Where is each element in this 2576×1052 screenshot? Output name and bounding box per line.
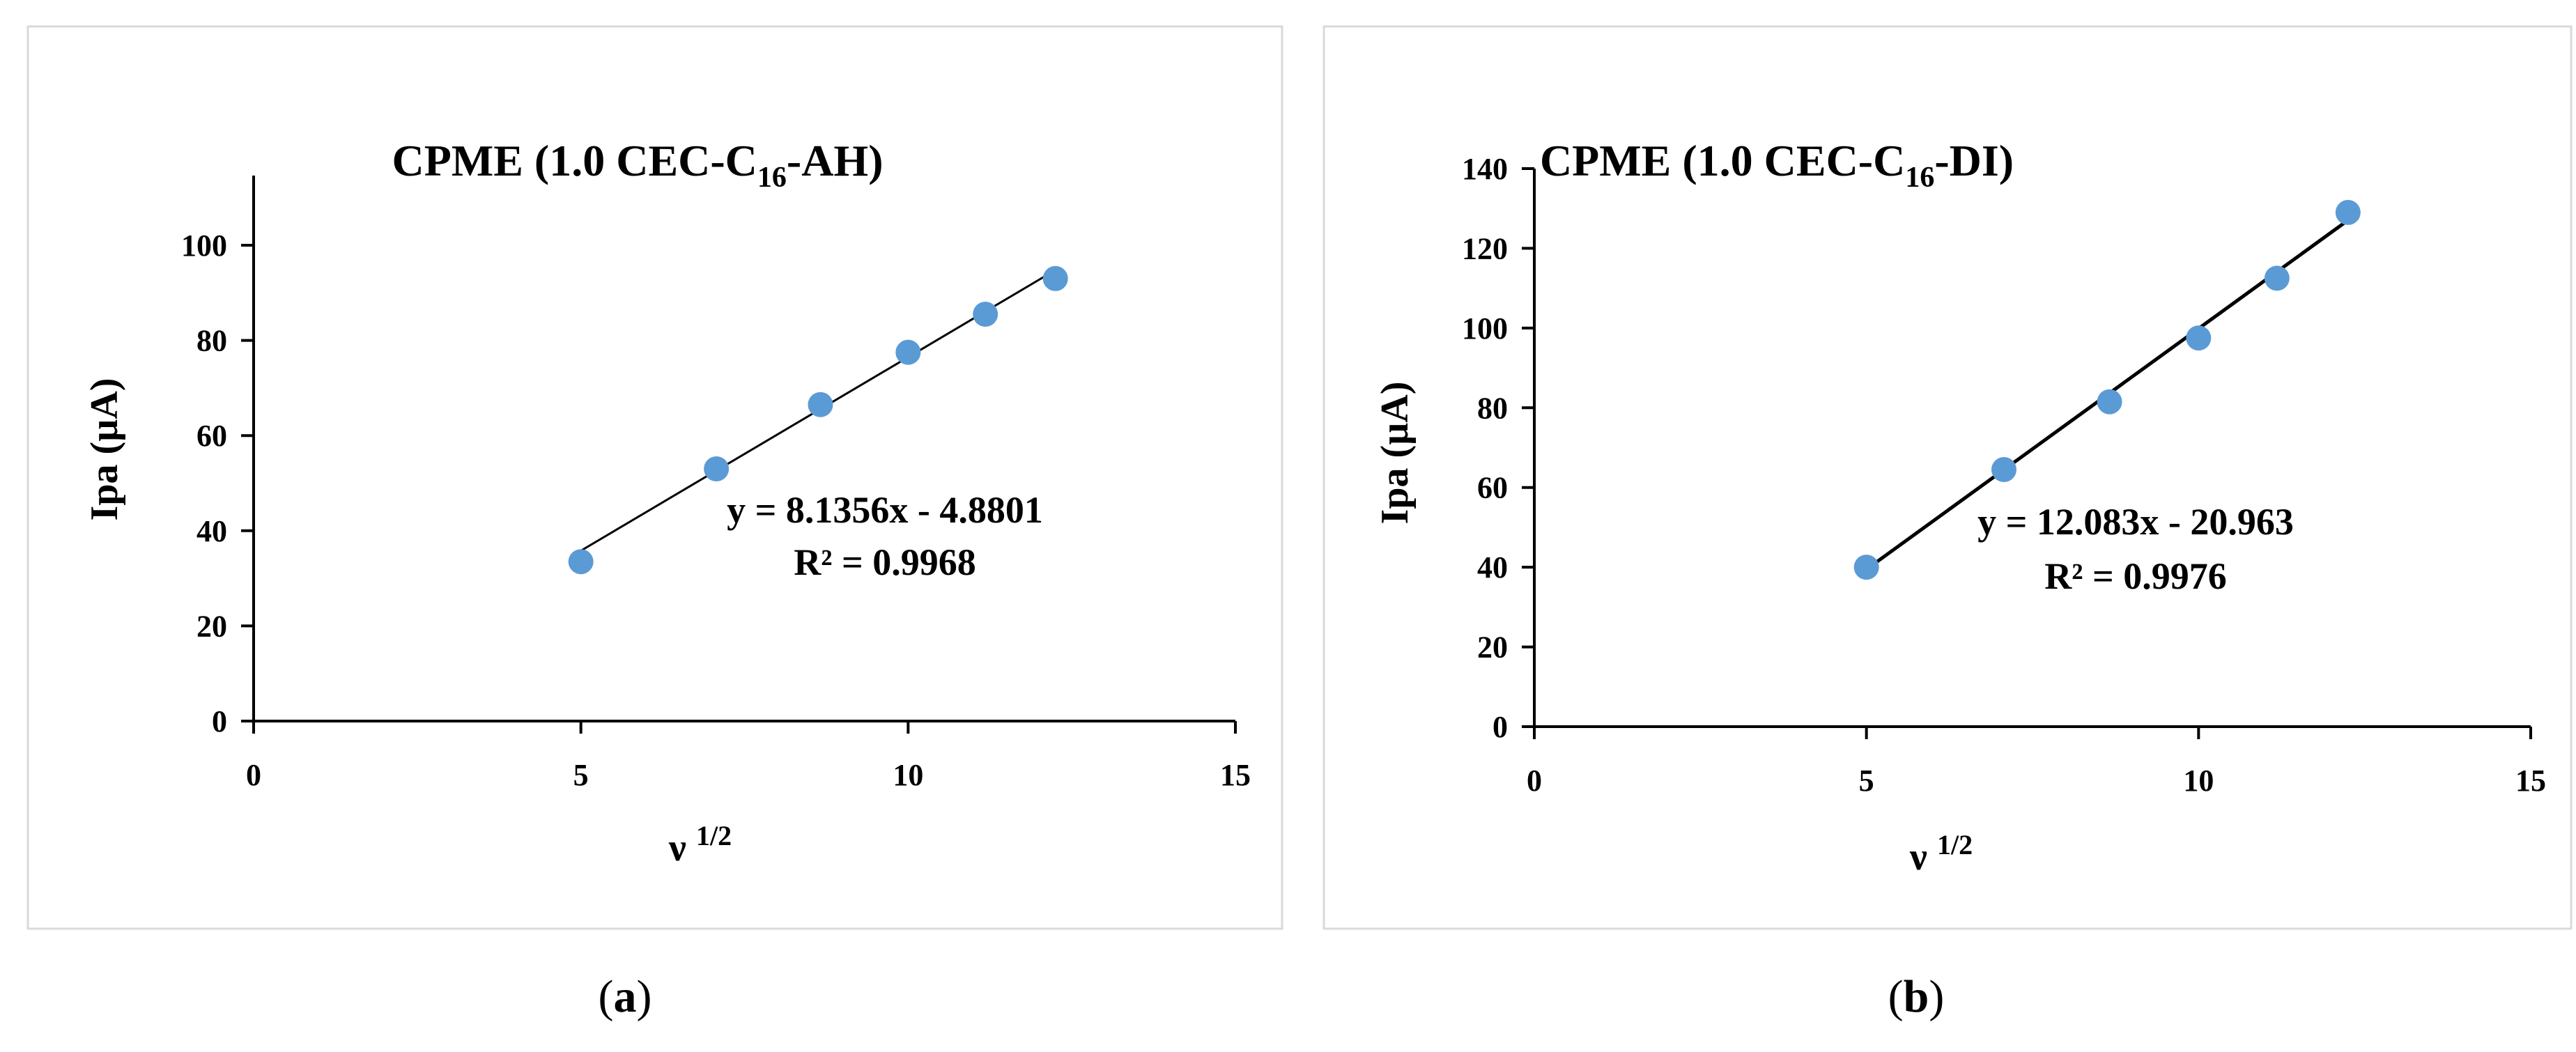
chart-a-xtick-label: 0 (246, 758, 261, 792)
chart-a-ytick-label: 40 (196, 514, 227, 548)
chart-b-data-point (1853, 555, 1879, 580)
chart-b-xlabel: ν 1/2 (1909, 829, 1973, 879)
chart-a-ylabel: Ipa (µA) (83, 378, 126, 521)
chart-b-frame (1322, 25, 2573, 930)
chart-a-equation: y = 8.1356x - 4.8801 (727, 489, 1043, 531)
chart-a-ytick-label: 20 (196, 609, 227, 643)
chart-b-ytick-label: 80 (1477, 391, 1508, 425)
chart-a-r2: R² = 0.9968 (794, 541, 975, 583)
chart-a-data-point (704, 456, 730, 482)
chart-b-ylabel: Ipa (µA) (1373, 382, 1417, 525)
chart-a-data-point (895, 339, 921, 365)
chart-a-ytick-label: 100 (181, 229, 227, 263)
chart-a-data-point (808, 392, 833, 417)
chart-b-xtick-label: 0 (1527, 764, 1542, 798)
chart-b-equation: y = 12.083x - 20.963 (1977, 501, 2294, 543)
chart-panel-b: CPME (1.0 CEC-C16-DI) Ipa (µA) ν 1/2 0 20 4… (1322, 0, 2576, 1052)
chart-b-x-ticks: 0 5 10 15 (1527, 727, 2546, 798)
chart-b-ytick-label: 0 (1493, 710, 1508, 744)
chart-panel-a: CPME (1.0 CEC-C16-AH) Ipa (µA) ν 1/2 0 20 4… (26, 25, 1283, 1022)
chart-b-ytick-label: 140 (1462, 152, 1508, 186)
chart-b-xtick-label: 10 (2183, 764, 2214, 798)
chart-b-data-point (2335, 199, 2361, 225)
chart-b-r2: R² = 0.9976 (2044, 555, 2226, 597)
chart-a-data-point (568, 549, 594, 575)
chart-b-data-point (2097, 389, 2122, 415)
chart-a-points (568, 265, 1068, 575)
chart-a-svg: CPME (1.0 CEC-C16-AH) Ipa (µA) ν 1/2 0 20 4… (26, 25, 1283, 1022)
chart-b-ytick-label: 40 (1477, 550, 1508, 585)
chart-b-panel-label: (b) (1888, 971, 1945, 1022)
chart-a-xtick-label: 15 (1220, 758, 1251, 792)
chart-b-points (1853, 199, 2361, 580)
chart-a-xtick-label: 5 (573, 758, 589, 792)
chart-a-y-ticks: 0 20 40 60 80 100 (181, 229, 254, 738)
chart-b-svg: CPME (1.0 CEC-C16-DI) Ipa (µA) ν 1/2 0 20 4… (1322, 25, 2573, 1022)
chart-a-ytick-label: 60 (196, 419, 227, 453)
chart-b-xtick-label: 5 (1859, 764, 1874, 798)
chart-b-y-ticks: 0 20 40 60 80 100 120 140 (1462, 152, 1534, 744)
chart-a-panel-label: (a) (599, 971, 652, 1022)
chart-a-ytick-label: 0 (212, 704, 227, 738)
chart-b-ytick-label: 100 (1462, 311, 1508, 346)
chart-b-ytick-label: 20 (1477, 631, 1508, 665)
chart-a-title: CPME (1.0 CEC-C16-AH) (392, 136, 884, 194)
chart-b-xtick-label: 15 (2515, 764, 2546, 798)
chart-b-data-point (1991, 456, 2017, 482)
chart-a-frame (26, 25, 1283, 930)
chart-b-data-point (2264, 265, 2290, 291)
chart-b-ytick-label: 120 (1462, 231, 1508, 265)
chart-b-ytick-label: 60 (1477, 471, 1508, 505)
chart-a-x-ticks: 0 5 10 15 (246, 721, 1251, 792)
chart-a-xlabel: ν 1/2 (668, 820, 732, 869)
chart-a-data-point (973, 302, 998, 327)
chart-a-data-point (1042, 265, 1068, 291)
chart-a-xtick-label: 10 (893, 758, 923, 792)
chart-b-title: CPME (1.0 CEC-C16-DI) (1540, 136, 2014, 194)
chart-a-ytick-label: 80 (196, 324, 227, 358)
chart-b-data-point (2186, 325, 2212, 351)
